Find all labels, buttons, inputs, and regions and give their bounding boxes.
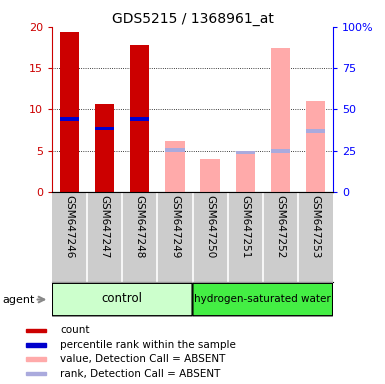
Text: percentile rank within the sample: percentile rank within the sample: [60, 340, 236, 350]
Text: control: control: [102, 292, 143, 305]
Bar: [60, 32, 79, 192]
Bar: [271, 149, 290, 152]
Title: GDS5215 / 1368961_at: GDS5215 / 1368961_at: [112, 12, 273, 26]
Text: GSM647247: GSM647247: [100, 195, 110, 258]
Bar: [26, 372, 46, 375]
Bar: [165, 141, 184, 192]
Text: GSM647252: GSM647252: [275, 195, 285, 258]
Text: GSM647250: GSM647250: [205, 195, 215, 258]
Text: GSM647253: GSM647253: [310, 195, 320, 258]
Text: count: count: [60, 326, 89, 336]
Text: agent: agent: [2, 295, 34, 305]
Bar: [26, 343, 46, 347]
Bar: [130, 45, 149, 192]
Bar: [26, 329, 46, 332]
FancyBboxPatch shape: [52, 283, 192, 316]
Bar: [130, 118, 149, 121]
Bar: [95, 104, 114, 192]
FancyBboxPatch shape: [193, 283, 333, 316]
Bar: [95, 127, 114, 130]
Bar: [60, 118, 79, 121]
Bar: [26, 358, 46, 361]
Text: GSM647251: GSM647251: [240, 195, 250, 258]
Text: GSM647249: GSM647249: [170, 195, 180, 258]
Text: rank, Detection Call = ABSENT: rank, Detection Call = ABSENT: [60, 369, 220, 379]
Text: value, Detection Call = ABSENT: value, Detection Call = ABSENT: [60, 354, 225, 364]
Bar: [201, 159, 220, 192]
Bar: [236, 152, 255, 192]
Bar: [236, 151, 255, 154]
Bar: [165, 148, 184, 152]
Bar: [306, 101, 325, 192]
Bar: [306, 129, 325, 133]
Text: hydrogen-saturated water: hydrogen-saturated water: [194, 294, 331, 304]
Bar: [271, 48, 290, 192]
Text: GSM647248: GSM647248: [135, 195, 145, 258]
Text: GSM647246: GSM647246: [65, 195, 75, 258]
